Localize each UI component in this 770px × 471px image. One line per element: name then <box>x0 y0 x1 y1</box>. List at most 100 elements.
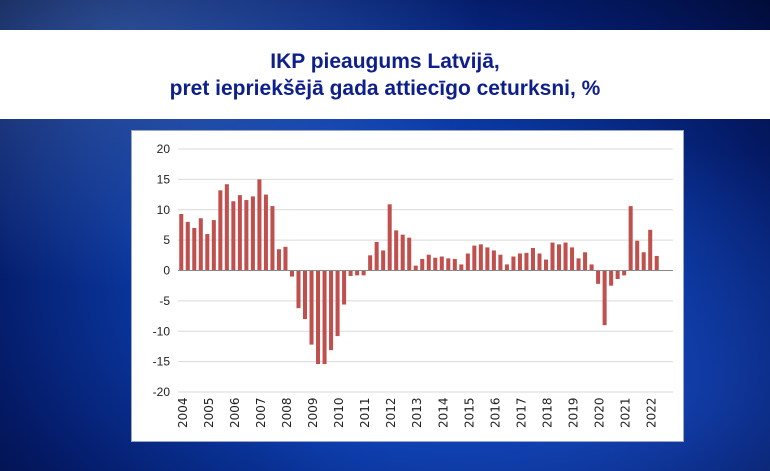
bar <box>439 256 444 271</box>
gdp-growth-chart: 20 15 10 5 0 -5 -10 -15 -20 2004 2005 2006 2007 2008 2… <box>153 142 673 428</box>
bar <box>302 270 308 320</box>
y-tick-label: -20 <box>153 385 171 399</box>
bar <box>485 247 490 271</box>
bar <box>648 229 653 271</box>
bar <box>491 250 496 271</box>
bar <box>557 244 562 271</box>
bar <box>179 214 184 271</box>
bar <box>615 270 620 280</box>
bar <box>250 196 255 271</box>
bar <box>413 265 418 271</box>
y-tick-label: -10 <box>153 324 171 338</box>
x-tick-label: 2016 <box>488 397 502 428</box>
bar <box>589 264 594 271</box>
bar <box>348 270 353 276</box>
x-tick-label: 2009 <box>306 397 320 428</box>
bar <box>244 200 249 271</box>
x-tick-label: 2004 <box>176 397 190 428</box>
bar <box>394 230 399 271</box>
bar <box>374 241 379 271</box>
x-tick-label: 2018 <box>540 397 554 428</box>
bar <box>381 250 386 271</box>
bar <box>524 252 529 271</box>
bar <box>329 270 334 351</box>
x-tick-label: 2017 <box>514 397 528 428</box>
bar <box>550 242 555 271</box>
bar <box>596 270 601 284</box>
x-tick-label: 2012 <box>384 397 398 428</box>
x-tick-label: 2013 <box>410 397 424 428</box>
bar <box>602 270 607 326</box>
bar <box>368 255 373 271</box>
y-tick-label: -15 <box>153 355 171 369</box>
x-tick-label: 2007 <box>254 397 268 428</box>
y-tick-label: 0 <box>163 264 170 278</box>
bar <box>635 240 640 271</box>
y-tick-label: 15 <box>157 172 171 186</box>
bar <box>407 237 412 271</box>
x-tick-label: 2021 <box>619 397 633 428</box>
y-tick-label: 20 <box>157 142 171 156</box>
bar <box>641 252 646 271</box>
bar <box>237 195 242 271</box>
bar <box>576 258 581 271</box>
x-tick-label: 2005 <box>202 397 216 428</box>
bar <box>628 206 633 271</box>
x-tick-label: 2006 <box>228 397 242 428</box>
bar <box>270 206 275 271</box>
bar <box>654 255 659 271</box>
bar <box>543 259 549 271</box>
bar <box>563 242 568 271</box>
bar <box>583 252 588 271</box>
x-tick-label: 2022 <box>645 397 659 428</box>
bar <box>622 270 627 276</box>
bar <box>231 201 236 271</box>
bar <box>609 270 614 286</box>
bar <box>517 253 522 271</box>
x-tick-label: 2014 <box>436 397 450 428</box>
bar <box>426 254 431 271</box>
y-tick-label: 10 <box>157 203 171 217</box>
bar <box>218 190 223 271</box>
bar <box>478 244 483 271</box>
bar <box>211 220 216 271</box>
bar <box>205 234 210 271</box>
bar <box>322 270 327 365</box>
bar <box>257 179 262 271</box>
bar <box>263 194 268 271</box>
bar <box>335 270 340 337</box>
x-tick-label: 2011 <box>358 397 372 428</box>
bar <box>198 218 203 271</box>
x-tick-label: 2020 <box>593 397 607 428</box>
y-tick-label: -5 <box>159 294 170 308</box>
bar <box>446 258 451 271</box>
bar <box>570 247 575 271</box>
page-title-line-2: pret iepriekšējā gada attiecīgo ceturksn… <box>169 76 601 100</box>
bar <box>530 248 535 271</box>
bar <box>361 270 366 276</box>
chart-container: 20 15 10 5 0 -5 -10 -15 -20 2004 2005 2006 2007 2008 2… <box>131 130 684 442</box>
bar <box>433 257 438 271</box>
bar <box>387 204 392 271</box>
bar <box>185 221 190 271</box>
bar <box>537 253 542 271</box>
bar <box>309 270 314 345</box>
bar <box>498 254 503 271</box>
page-title-line-1: IKP pieaugums Latvijā, <box>270 49 500 73</box>
bar <box>355 270 360 276</box>
y-tick-label: 5 <box>163 233 170 247</box>
bar <box>296 270 301 309</box>
bar <box>192 227 197 271</box>
x-tick-label: 2010 <box>332 397 346 428</box>
bar <box>511 256 516 271</box>
bar <box>459 264 464 271</box>
bar <box>224 184 229 271</box>
bar <box>472 245 477 271</box>
x-tick-label: 2008 <box>280 397 294 428</box>
x-tick-label: 2019 <box>567 397 581 428</box>
bar <box>289 270 294 277</box>
bar <box>342 270 347 305</box>
bar <box>400 234 405 271</box>
bar <box>283 246 288 271</box>
bar <box>316 270 321 365</box>
